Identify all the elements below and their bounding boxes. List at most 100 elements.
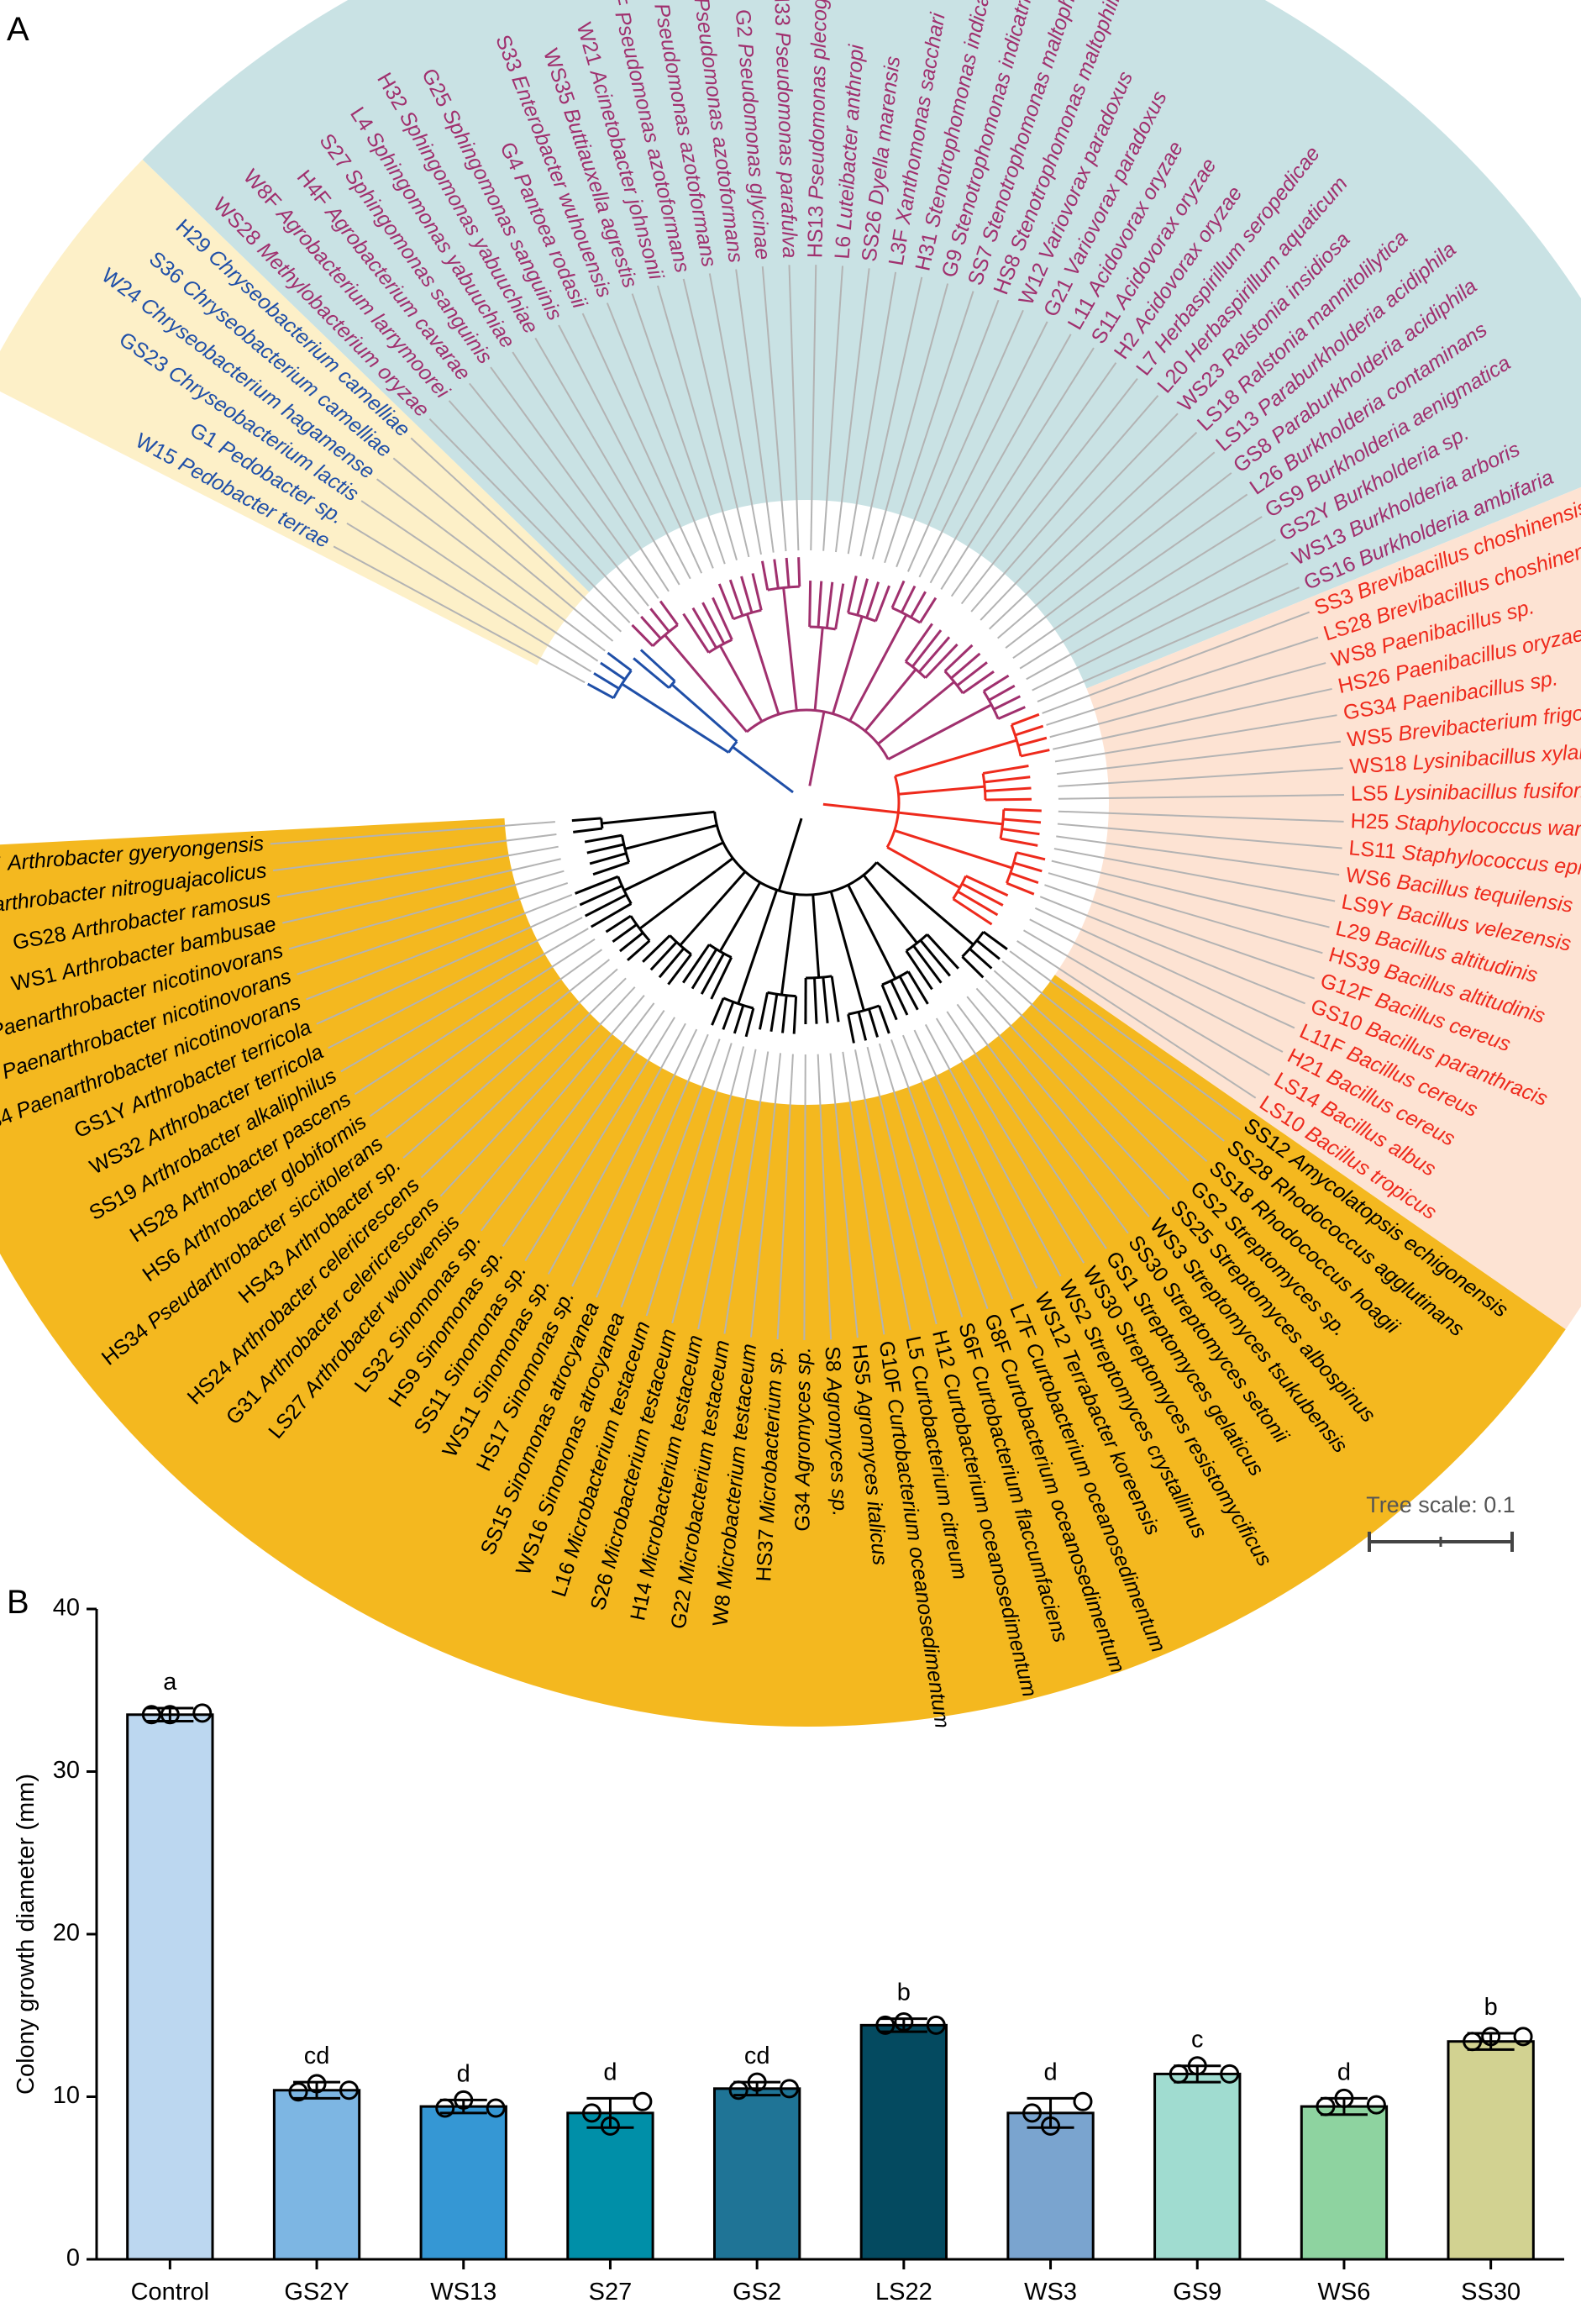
tree-branch — [626, 939, 651, 961]
x-tick-label: GS2 — [733, 2279, 781, 2306]
tree-branch — [875, 861, 974, 946]
leaf-guide-line — [950, 362, 1117, 597]
leaf-guide-line — [410, 437, 622, 633]
leaf-guide-line — [918, 321, 1048, 578]
tree-branch — [813, 627, 824, 711]
leaf-guide-line — [902, 1034, 1014, 1300]
tree-branch — [890, 980, 909, 1016]
tree-branch — [758, 991, 769, 1030]
tree-branch — [894, 828, 1013, 870]
tree-scale: Tree scale: 0.1 — [1366, 1492, 1515, 1552]
tree-branch — [961, 882, 1004, 907]
leaf-guide-line — [803, 1054, 806, 1340]
tree-branch — [924, 643, 959, 679]
tree-branch — [880, 984, 898, 1021]
leaf-guide-line — [940, 347, 1095, 590]
leaf-guide-line — [854, 1049, 911, 1331]
leaf-id: HS37 — [752, 1522, 779, 1582]
leaf-guide-line — [490, 366, 659, 599]
tree-branch-arc — [713, 812, 878, 896]
bar-ws6 — [1300, 2105, 1389, 2261]
replicate-point — [926, 2015, 946, 2035]
leaf-guide-line — [970, 395, 1159, 613]
tree-branch — [898, 975, 919, 1011]
leaf-id: S8 — [821, 1346, 846, 1379]
tree-branch — [943, 644, 974, 672]
tree-branch — [737, 889, 779, 1005]
leaf-guide-line — [656, 285, 738, 560]
significance-letter: c — [1191, 2027, 1204, 2053]
tree-branch — [590, 902, 633, 928]
leaf-guide-line — [735, 269, 775, 553]
tree-branch — [956, 661, 988, 687]
tree-branch — [711, 997, 725, 1026]
tree-branch-arc — [848, 611, 877, 623]
bar-ss30 — [1447, 2040, 1535, 2261]
tree-branch-arc — [708, 943, 733, 959]
tree-branch — [812, 894, 821, 978]
tree-branch-stem — [808, 711, 826, 786]
tree-branch — [985, 786, 1032, 792]
leaf-guide-line — [975, 987, 1170, 1200]
leaf-guide-line — [884, 291, 974, 564]
tree-branch — [621, 682, 730, 754]
leaf-guide-line — [385, 959, 611, 1138]
tree-branch — [895, 739, 1017, 778]
tree-branch — [691, 607, 717, 649]
tree-branch — [593, 672, 620, 690]
leaf-guide-line — [1058, 767, 1343, 787]
tree-branch — [733, 1005, 745, 1034]
tree-branch — [878, 1005, 890, 1034]
tree-branch — [667, 953, 692, 986]
clade-background-proteobacteria — [142, 0, 1581, 689]
tree-branch — [664, 634, 748, 733]
replicate-point — [728, 2080, 748, 2101]
tree-branch — [1020, 749, 1050, 758]
tree-branch — [865, 581, 880, 618]
x-tick-label: GS9 — [1173, 2279, 1221, 2306]
tree-branch — [670, 683, 738, 743]
leaf-guide-line — [448, 400, 640, 615]
leaf-id: H33 — [769, 0, 795, 32]
leaf-guide-line — [1046, 636, 1319, 726]
leaf-guide-line — [1053, 687, 1332, 750]
tree-branch — [868, 1008, 880, 1038]
leaf-guide-line — [1056, 740, 1342, 776]
tree-branch — [681, 944, 711, 984]
leaf-guide-line — [997, 451, 1216, 639]
leaf-guide-line — [1058, 794, 1344, 800]
leaf-guide-line — [847, 271, 897, 555]
panel-a-label: A — [7, 11, 29, 48]
leaf-id: W8 — [708, 1588, 735, 1627]
tree-branch-arc — [727, 740, 738, 754]
tree-branch — [832, 616, 864, 715]
tree-branch — [813, 977, 818, 1024]
leaf-guide-line — [596, 1033, 709, 1298]
leaf-guide-line — [929, 334, 1072, 584]
leaf-guide-line — [1009, 950, 1242, 1121]
tree-branch — [700, 953, 725, 995]
leaf-guide-line — [620, 1038, 721, 1308]
tree-branch — [586, 843, 625, 854]
leaf-guide-line — [697, 1049, 757, 1330]
leaf-guide-line — [354, 938, 596, 1096]
tree-branch — [1003, 807, 1042, 812]
leaf-guide-line — [682, 278, 750, 558]
tree-branch — [918, 597, 938, 623]
leaf-guide-line — [571, 1028, 698, 1287]
leaf-id: HS13 — [803, 199, 827, 258]
leaf-guide-line — [469, 382, 649, 607]
leaf-id: WS31 — [0, 1061, 7, 1104]
replicate-point — [875, 2015, 896, 2035]
tree-branch — [573, 827, 603, 833]
tree-branch — [712, 597, 733, 640]
tree-branch — [691, 948, 718, 990]
tree-branch — [744, 1007, 755, 1038]
replicate-point — [1366, 2095, 1386, 2115]
tree-branch — [919, 939, 951, 977]
leaf-guide-line — [960, 377, 1138, 605]
y-tick-label: 0 — [66, 2245, 80, 2272]
tree-branch-arc — [767, 585, 800, 592]
clade-background-bacteroidota — [0, 159, 590, 665]
